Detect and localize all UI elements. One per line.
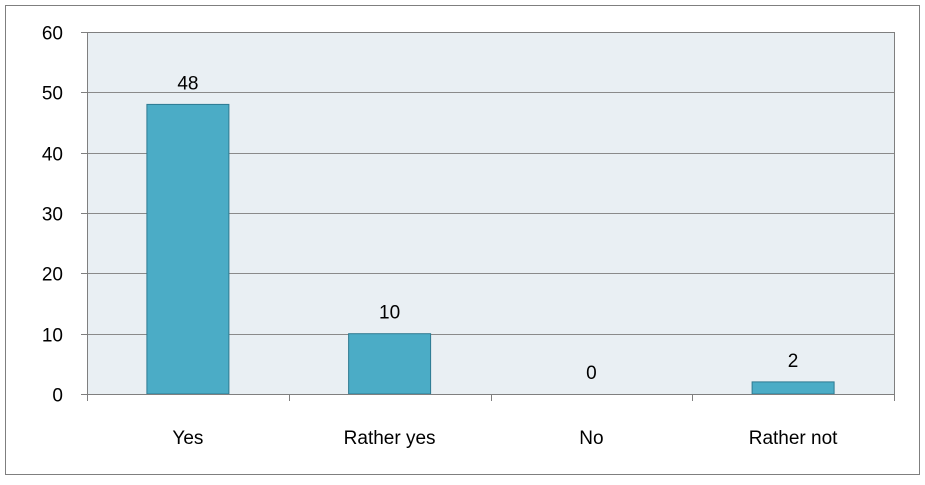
y-tick-labels: 0 10 20 30 40 50 60 — [42, 24, 63, 407]
bars — [146, 103, 835, 395]
y-tick-label-30: 30 — [42, 205, 63, 226]
x-tick-label-yes: Yes — [172, 428, 203, 449]
y-tick-label-50: 50 — [42, 84, 63, 105]
axes — [81, 32, 895, 401]
y-tick-label-0: 0 — [52, 386, 63, 407]
data-label-rather-yes: 10 — [379, 303, 400, 324]
x-tick-label-rather-yes: Rather yes — [344, 428, 436, 449]
data-label-yes: 48 — [177, 73, 198, 94]
data-labels: 48 10 0 2 — [177, 73, 798, 384]
x-tick-label-rather-not: Rather not — [749, 428, 838, 449]
x-tick-label-no: No — [579, 428, 603, 449]
data-label-rather-not: 2 — [788, 351, 799, 372]
x-tick-labels: Yes Rather yes No Rather not — [172, 428, 838, 449]
y-tick-label-40: 40 — [42, 145, 63, 166]
y-tick-label-10: 10 — [42, 326, 63, 347]
bar-yes — [146, 103, 230, 395]
bar-rather-yes — [348, 333, 432, 395]
y-tick-label-60: 60 — [42, 24, 63, 45]
data-label-no: 0 — [586, 363, 597, 384]
y-tick-label-20: 20 — [42, 265, 63, 286]
bar-rather-not — [751, 381, 835, 395]
